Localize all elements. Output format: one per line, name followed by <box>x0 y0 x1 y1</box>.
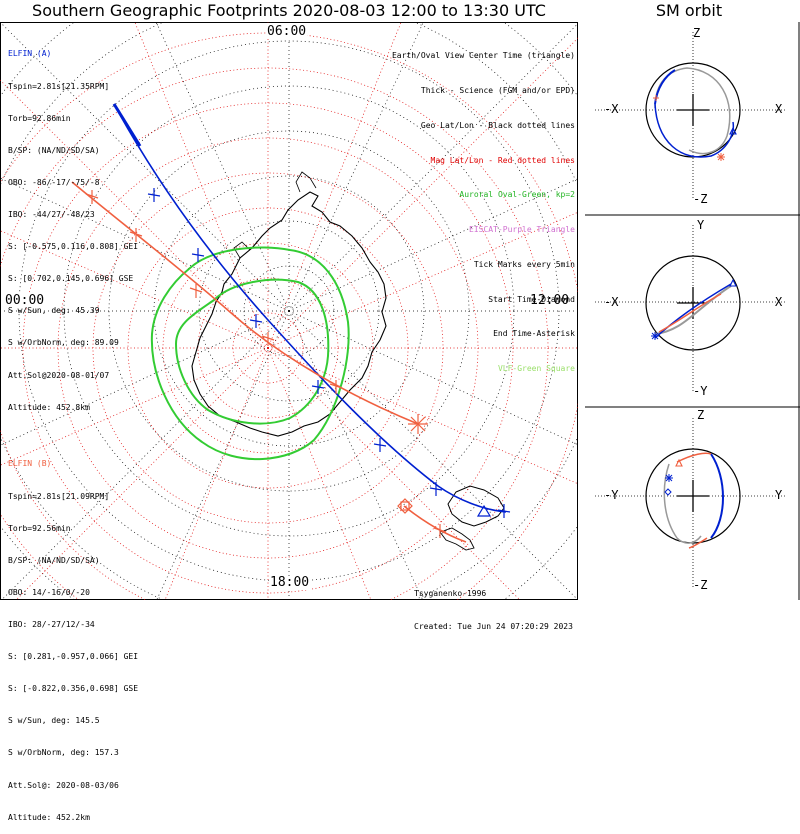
legend-item: Earth/Oval View Center Time (triangle) <box>391 51 575 61</box>
elfin-b-line: Tspin=2.81s[21.09RPM] <box>8 491 110 501</box>
south-america-coastline-2 <box>439 527 475 551</box>
elfin-b-line: IBO: 28/-27/12/-34 <box>8 619 95 629</box>
sm-panel-yz <box>595 418 785 587</box>
legend-item: Auroral Oval-Green, kp=2 <box>459 190 575 200</box>
elfin-b-line: Altitude: 452.2km <box>8 812 90 822</box>
credits: Tsyganenko-1996 Created: Tue Jun 24 07:2… <box>414 566 573 643</box>
plot-title: Southern Geographic Footprints 2020-08-0… <box>32 1 546 20</box>
elfin-b-line: OBO: 14/-16/0/-20 <box>8 587 90 597</box>
sm-orbit-title: SM orbit <box>655 1 723 20</box>
elfin-a-label: ELFIN (A) <box>8 49 52 59</box>
legend-item: Geo Lat/Lon - Black dotted lines <box>420 120 575 130</box>
elfin-a-line: Torb=92.86min <box>8 113 71 123</box>
panel1-label-left: -X <box>604 102 619 116</box>
clock-label-right: 12:00 <box>529 293 571 308</box>
sm-panel-xz <box>595 32 785 200</box>
panel3-label-bottom: -Z <box>693 578 708 592</box>
elfin-b-start-diamond <box>397 498 413 514</box>
elfin-a-line: Altitude: 452.8km <box>8 402 90 412</box>
elfin-a-line: S: [0.702,0.145,0.696] GSE <box>8 274 134 284</box>
antarctica-coastline <box>191 191 387 437</box>
geo-latlon-grid <box>0 22 578 600</box>
elfin-b-label: ELFIN (B) <box>8 459 52 469</box>
elfin-a-line: OBO: -86/-17/-75/-8 <box>8 177 100 187</box>
legend-item: Start Time-Diamond <box>488 294 575 304</box>
created-timestamp: Created: Tue Jun 24 07:20:29 2023 <box>414 622 573 631</box>
elfin-a-line: S: [-0.575,0.116,0.808] GEI <box>8 242 139 252</box>
elfin-b-line: S: [-0.822,0.356,0.698] GSE <box>8 684 139 694</box>
elfin-a-line: IBO: -44/27/-48/23 <box>8 209 95 219</box>
elfin-b-line: S: [0.281,-0.957,0.066] GEI <box>8 652 139 662</box>
legend-item: End Time-Asterisk <box>493 329 575 339</box>
elfin-a-line: S w/Sun, deg: 45.39 <box>8 306 100 316</box>
polar-map-svg <box>0 22 578 600</box>
elfin-a-center-triangle <box>476 504 492 517</box>
elfin-b-line: Torb=92.56min <box>8 523 71 533</box>
clock-label-left: 00:00 <box>4 293 46 308</box>
legend-item: EISCAT-Purple Triangle <box>469 225 575 235</box>
panel2-label-top: Y <box>697 218 705 232</box>
panel1-label-top: Z <box>693 26 701 40</box>
panel3-label-top: Z <box>697 408 705 422</box>
panel3-label-left: -Y <box>604 488 619 502</box>
clock-label-bottom: 18:00 <box>269 575 311 590</box>
elfin-a-track <box>112 103 511 518</box>
elfin-b-line: B/SP: (NA/ND/SD/SA) <box>8 555 100 565</box>
panel2-label-right: X <box>775 295 783 309</box>
elfin-b-line: S w/OrbNorm, deg: 157.3 <box>8 748 119 758</box>
elfin-b-info: ELFIN (B) Tspin=2.81s[21.09RPM] Torb=92.… <box>8 438 138 834</box>
elfin-a-line: Att.Sol@2020-08-01/07 <box>8 370 110 380</box>
coastline-fragment-2 <box>233 241 251 259</box>
elfin-b-end-asterisk <box>408 414 428 434</box>
legend: Earth/Oval View Center Time (triangle) T… <box>392 27 575 386</box>
panel1-label-right: X <box>775 102 783 116</box>
clock-label-top: 06:00 <box>266 24 308 39</box>
auroral-oval-outer <box>150 246 350 460</box>
elfin-a-info: ELFIN (A) Tspin=2.81s[21.35RPM] Torb=92.… <box>8 28 138 424</box>
elfin-b-track <box>71 181 467 543</box>
elfin-a-line: S w/OrbNorm, deg: 89.09 <box>8 338 119 348</box>
south-america-coastline <box>447 485 505 527</box>
elfin-b-line: Att.Sol@: 2020-08-03/06 <box>8 780 119 790</box>
polar-footprint-map: 06:00 00:00 12:00 18:00 <box>0 22 578 600</box>
auroral-oval-inner <box>174 278 330 425</box>
panel3-label-right: Y <box>775 488 783 502</box>
elfin-a-line: Tspin=2.81s[21.35RPM] <box>8 81 110 91</box>
panel1-label-bottom: -Z <box>693 192 708 206</box>
legend-item: Mag Lat/Lon - Red dotted lines <box>430 155 576 165</box>
sm-orbit-panels <box>585 22 800 600</box>
mag-latlon-grid <box>0 22 578 600</box>
elfin-b-line: S w/Sun, deg: 145.5 <box>8 716 100 726</box>
legend-item: Thick - Science (FGM and/or EPD) <box>420 85 575 95</box>
model-name: Tsyganenko-1996 <box>414 589 487 598</box>
elfin-a-line: B/SP: (NA/ND/SD/SA) <box>8 145 100 155</box>
panel2-label-left: -X <box>604 295 619 309</box>
coastline-fragment-1 <box>295 171 317 193</box>
legend-item: VLF-Green Square <box>497 364 575 374</box>
legend-item: Tick Marks every 5min <box>473 259 575 269</box>
panel2-label-bottom: -Y <box>693 384 708 398</box>
sm-panel-xy <box>595 225 785 392</box>
